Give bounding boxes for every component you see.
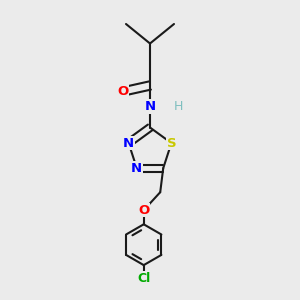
Text: Cl: Cl	[137, 272, 150, 285]
Text: N: N	[123, 136, 134, 149]
Text: N: N	[131, 162, 142, 175]
Text: N: N	[144, 100, 156, 113]
Text: S: S	[167, 136, 176, 149]
Text: H: H	[174, 100, 183, 113]
Text: O: O	[117, 85, 129, 98]
Text: O: O	[138, 204, 149, 217]
